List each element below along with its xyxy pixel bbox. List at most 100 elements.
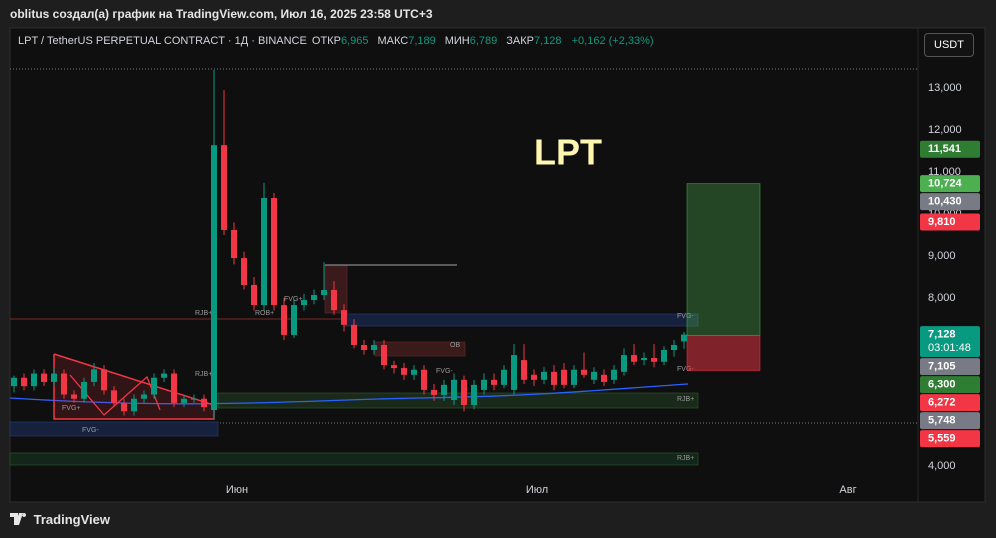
candle-body bbox=[221, 145, 227, 230]
candle-body bbox=[681, 334, 687, 342]
annotation: FVG- bbox=[436, 368, 453, 375]
symbol: LPT / TetherUS PERPETUAL CONTRACT · 1Д ·… bbox=[18, 35, 307, 47]
candle-body bbox=[271, 198, 277, 306]
candle-body bbox=[41, 373, 47, 382]
candle-body bbox=[361, 344, 367, 351]
candle-body bbox=[431, 389, 437, 395]
candle-body bbox=[471, 384, 477, 406]
price-label: 6,272 bbox=[928, 396, 956, 408]
price-label-box bbox=[920, 193, 980, 211]
y-tick-label: 9,000 bbox=[928, 250, 956, 262]
candle-body bbox=[601, 374, 607, 382]
candle-body bbox=[641, 357, 647, 361]
candle-body bbox=[11, 377, 17, 387]
candle-body bbox=[651, 357, 657, 362]
candle-body bbox=[611, 369, 617, 380]
ohlc-value: 6,965 bbox=[340, 35, 369, 47]
y-tick-label: 8,000 bbox=[928, 292, 956, 304]
x-tick-label: Июн bbox=[226, 484, 248, 496]
candle-body bbox=[311, 295, 317, 301]
candle-body bbox=[321, 289, 327, 296]
ohlc-value: 6,789 bbox=[469, 35, 498, 47]
candle-body bbox=[331, 289, 337, 311]
candle-body bbox=[211, 145, 217, 411]
candle-body bbox=[521, 360, 527, 380]
candle-body bbox=[481, 379, 487, 390]
credit: oblitus создал(а) график на TradingView.… bbox=[10, 7, 433, 21]
watermark: LPT bbox=[534, 132, 602, 173]
ohlc-value: 7,128 bbox=[534, 35, 562, 47]
candle-body bbox=[591, 371, 597, 380]
price-label: 5,748 bbox=[928, 414, 956, 426]
candle-body bbox=[61, 373, 67, 395]
ohlc-label: МИН bbox=[444, 35, 470, 47]
candle-body bbox=[81, 381, 87, 399]
price-label: 11,541 bbox=[928, 143, 961, 155]
candle-body bbox=[551, 371, 557, 385]
price-label-box bbox=[920, 430, 980, 448]
candle-body bbox=[671, 344, 677, 351]
annotation: ROB+ bbox=[255, 310, 274, 317]
candle-body bbox=[91, 369, 97, 382]
price-label-box bbox=[920, 213, 980, 231]
candle-body bbox=[561, 369, 567, 385]
candle-body bbox=[131, 398, 137, 412]
candle-body bbox=[351, 324, 357, 345]
fvg-zone bbox=[9, 421, 219, 437]
y-tick-label: 4,000 bbox=[928, 460, 956, 472]
y-tick-label: 11,000 bbox=[928, 166, 961, 178]
candle-body bbox=[421, 369, 427, 390]
candle-body bbox=[491, 379, 497, 385]
candle-body bbox=[31, 373, 37, 387]
candle-body bbox=[261, 198, 267, 306]
candle-body bbox=[201, 398, 207, 408]
annotation: OB bbox=[450, 342, 460, 349]
ohlc: ОТКР6,965 МАКС7,189 МИН6,789 ЗАКР7,128 bbox=[310, 35, 569, 47]
rjb-zone bbox=[9, 452, 699, 466]
annotation: RJB+ bbox=[677, 396, 694, 403]
x-tick-label: Авг bbox=[839, 484, 856, 496]
symbol-legend: LPT / TetherUS PERPETUAL CONTRACT · 1Д ·… bbox=[18, 35, 661, 47]
brand: TradingView bbox=[10, 512, 110, 527]
candle-body bbox=[21, 377, 27, 387]
candle-body bbox=[341, 310, 347, 325]
candle-body bbox=[441, 384, 447, 395]
fvg-zone bbox=[344, 313, 699, 327]
candle-body bbox=[511, 355, 517, 390]
candle-body bbox=[141, 394, 147, 399]
price-label-box bbox=[920, 358, 980, 376]
candle-body bbox=[291, 305, 297, 335]
ohlc-label: ОТКР bbox=[311, 35, 341, 47]
candle-body bbox=[191, 398, 197, 400]
price-label: 6,300 bbox=[928, 378, 956, 390]
x-tick-label: Июл bbox=[526, 484, 548, 496]
candle-body bbox=[541, 371, 547, 380]
position-target bbox=[686, 183, 761, 336]
candle-body bbox=[531, 374, 537, 380]
candle-body bbox=[51, 373, 57, 382]
candle-body bbox=[371, 344, 377, 351]
countdown: 03:01:48 bbox=[928, 342, 971, 354]
ohlc-label: МАКС bbox=[377, 35, 409, 47]
candle-body bbox=[581, 369, 587, 375]
candle-body bbox=[621, 355, 627, 372]
ohlc-label: ЗАКР bbox=[506, 35, 535, 47]
change: +0,162 (+2,33%) bbox=[571, 35, 654, 47]
candle-body bbox=[151, 377, 157, 395]
price-label-box bbox=[920, 394, 980, 412]
price-label: 10,724 bbox=[928, 177, 963, 189]
candle-body bbox=[101, 369, 107, 391]
brand-name: TradingView bbox=[33, 512, 110, 527]
price-label-box bbox=[920, 140, 980, 158]
candle-body bbox=[631, 355, 637, 362]
candle-body bbox=[161, 373, 167, 378]
currency-button[interactable]: USDT bbox=[924, 33, 974, 57]
candle-body bbox=[181, 398, 187, 403]
annotation: FVG- bbox=[82, 427, 99, 434]
candle-body bbox=[71, 394, 77, 399]
ohlc-value: 7,189 bbox=[408, 35, 436, 47]
candle-body bbox=[381, 344, 387, 366]
price-label-box bbox=[920, 412, 980, 430]
